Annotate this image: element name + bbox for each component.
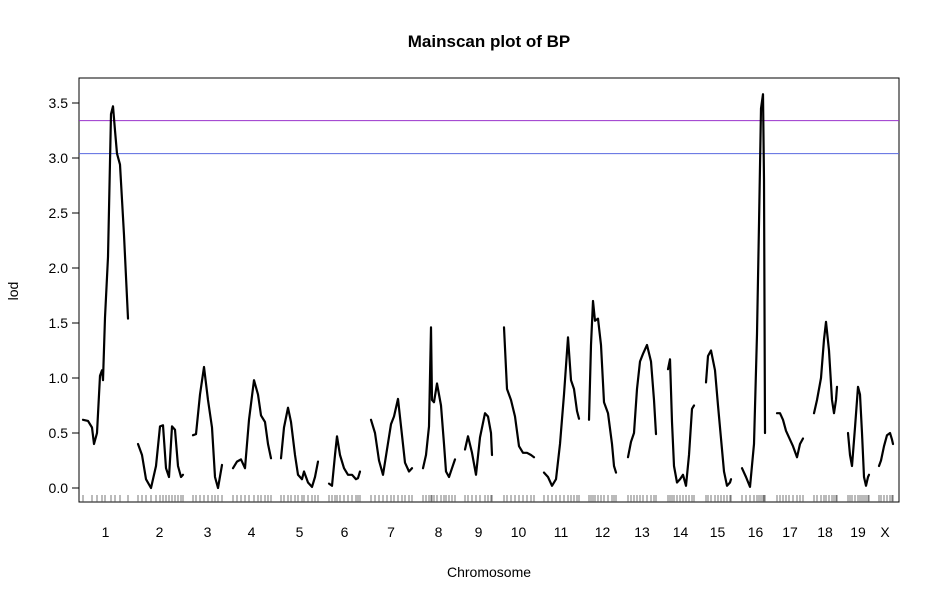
lod-curve-chr-11 bbox=[542, 336, 581, 487]
lod-curve-chr-7 bbox=[369, 397, 414, 476]
lod-curve-chr-8 bbox=[421, 326, 457, 479]
chart-title: Mainscan plot of BP bbox=[408, 32, 570, 51]
lod-curve-chr-16 bbox=[740, 93, 767, 488]
x-tick-label: 3 bbox=[204, 524, 212, 540]
y-tick-label: 2.5 bbox=[49, 205, 69, 221]
x-tick-label: 7 bbox=[387, 524, 395, 540]
lod-curve-chr-X bbox=[877, 431, 895, 468]
x-tick-label: 10 bbox=[511, 524, 527, 540]
x-axis-label: Chromosome bbox=[447, 564, 531, 580]
lod-curve-chr-17 bbox=[775, 412, 805, 459]
x-tick-label: 2 bbox=[156, 524, 164, 540]
y-axis: 0.0 0.5 1.0 1.5 2.0 2.5 3.0 3.5 bbox=[49, 95, 79, 496]
x-tick-label: 19 bbox=[850, 524, 866, 540]
y-tick-label: 2.0 bbox=[49, 260, 69, 276]
x-tick-label: 18 bbox=[817, 524, 833, 540]
lod-curve-chr-9 bbox=[463, 412, 494, 476]
marker-rug bbox=[82, 495, 894, 502]
lod-curve-chr-2 bbox=[136, 424, 185, 490]
lod-curve-chr-13 bbox=[626, 343, 658, 459]
x-tick-label: 11 bbox=[554, 524, 569, 540]
x-tick-label: 16 bbox=[748, 524, 764, 540]
lod-curve-chr-6 bbox=[327, 435, 362, 487]
x-tick-label: 14 bbox=[673, 524, 689, 540]
lod-curve-chr-3 bbox=[191, 365, 224, 490]
x-tick-label: 4 bbox=[248, 524, 256, 540]
x-tick-label: X bbox=[880, 524, 890, 540]
x-tick-label: 6 bbox=[341, 524, 349, 540]
x-tick-label: 17 bbox=[782, 524, 798, 540]
y-tick-label: 0.0 bbox=[49, 480, 69, 496]
lod-curve-chr-12 bbox=[587, 299, 618, 474]
y-tick-label: 3.0 bbox=[49, 150, 69, 166]
x-tick-label: 12 bbox=[595, 524, 611, 540]
lod-curve-chr-15 bbox=[704, 349, 733, 487]
y-tick-label: 3.5 bbox=[49, 95, 69, 111]
y-tick-label: 1.0 bbox=[49, 370, 69, 386]
x-axis: 1 2 3 4 5 6 7 8 9 10 11 12 13 14 15 16 17 18 19 X bbox=[102, 524, 891, 540]
x-tick-label: 8 bbox=[435, 524, 443, 540]
x-tick-label: 9 bbox=[475, 524, 483, 540]
lod-curve-chr-10 bbox=[502, 326, 536, 459]
x-tick-label: 5 bbox=[296, 524, 304, 540]
threshold-lines bbox=[79, 120, 899, 155]
x-tick-label: 15 bbox=[710, 524, 726, 540]
lod-curve-chr-1 bbox=[81, 105, 130, 446]
lod-curve-chr-5 bbox=[279, 406, 320, 488]
plot-frame bbox=[78, 77, 900, 503]
lod-curves bbox=[81, 93, 895, 490]
y-tick-label: 0.5 bbox=[49, 425, 69, 441]
lod-curve-chr-4 bbox=[231, 379, 273, 470]
lod-curve-chr-19 bbox=[846, 385, 871, 487]
y-tick-label: 1.5 bbox=[49, 315, 69, 331]
x-tick-label: 13 bbox=[634, 524, 650, 540]
x-tick-label: 1 bbox=[102, 524, 110, 540]
lod-curve-chr-14 bbox=[666, 358, 696, 487]
lod-curve-chr-18 bbox=[812, 320, 839, 415]
y-axis-label: lod bbox=[5, 282, 21, 301]
